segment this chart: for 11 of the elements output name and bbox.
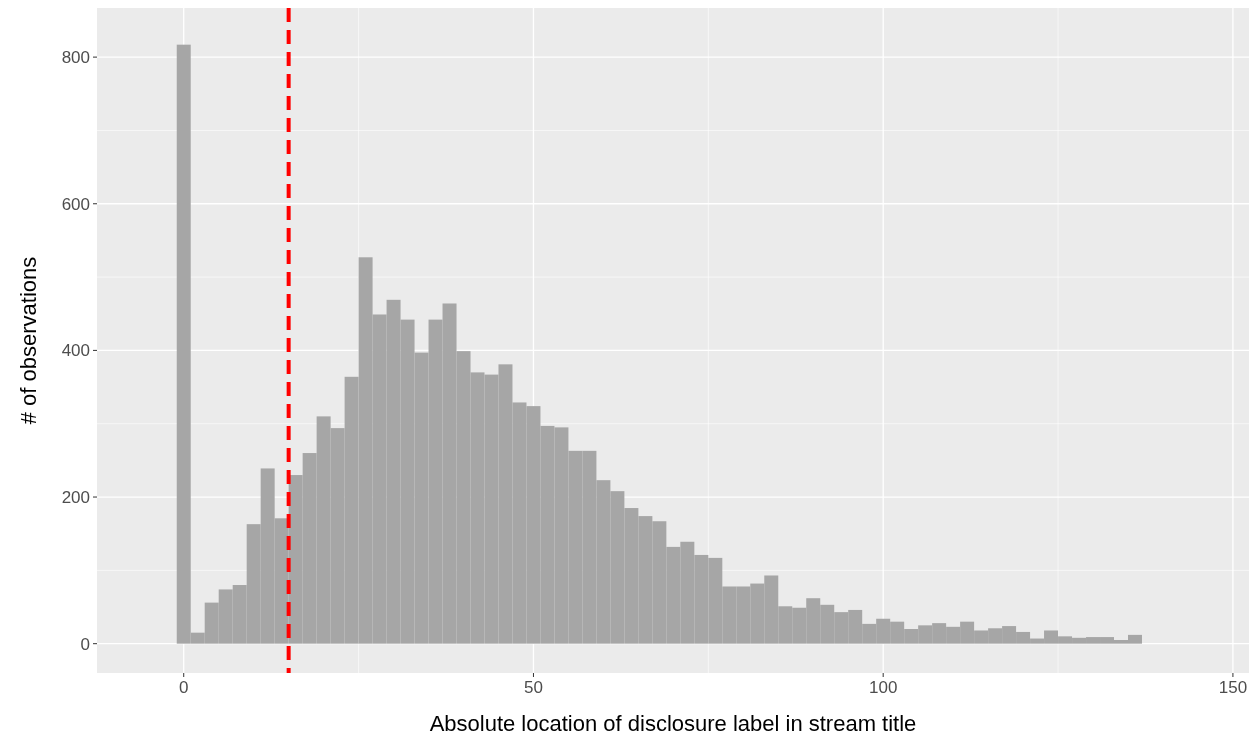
y-tick-label: 200	[61, 487, 90, 507]
y-axis-title: # of observations	[16, 256, 41, 425]
y-tick-label: 0	[80, 634, 90, 654]
x-tick-label: 0	[179, 678, 189, 697]
y-tick-label: 600	[61, 194, 90, 214]
x-axis-title: Absolute location of disclosure label in stream title	[429, 711, 917, 736]
x-tick-label: 150	[1218, 678, 1248, 697]
y-tick-label: 800	[61, 48, 90, 68]
x-tick-label: 50	[524, 678, 543, 697]
y-tick-label: 400	[61, 341, 90, 361]
x-tick-label: 100	[869, 678, 898, 697]
